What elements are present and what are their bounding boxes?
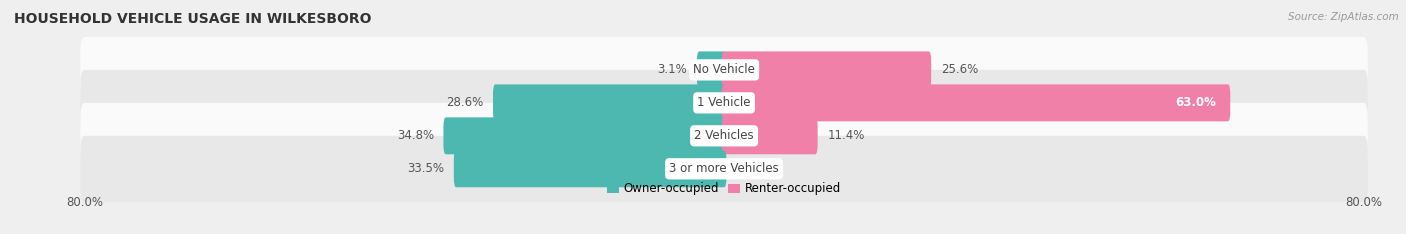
Text: No Vehicle: No Vehicle bbox=[693, 63, 755, 76]
Text: Source: ZipAtlas.com: Source: ZipAtlas.com bbox=[1288, 12, 1399, 22]
FancyBboxPatch shape bbox=[443, 117, 727, 154]
FancyBboxPatch shape bbox=[721, 51, 931, 88]
FancyBboxPatch shape bbox=[494, 84, 727, 121]
Text: 63.0%: 63.0% bbox=[1175, 96, 1216, 109]
FancyBboxPatch shape bbox=[454, 150, 727, 187]
Text: 34.8%: 34.8% bbox=[396, 129, 434, 142]
Legend: Owner-occupied, Renter-occupied: Owner-occupied, Renter-occupied bbox=[605, 180, 844, 197]
FancyBboxPatch shape bbox=[80, 136, 1368, 202]
Text: 33.5%: 33.5% bbox=[408, 162, 444, 175]
Text: 1 Vehicle: 1 Vehicle bbox=[697, 96, 751, 109]
Text: 25.6%: 25.6% bbox=[941, 63, 979, 76]
FancyBboxPatch shape bbox=[721, 84, 1230, 121]
Text: 0.0%: 0.0% bbox=[737, 162, 766, 175]
Text: 2 Vehicles: 2 Vehicles bbox=[695, 129, 754, 142]
FancyBboxPatch shape bbox=[80, 37, 1368, 103]
Text: 3.1%: 3.1% bbox=[658, 63, 688, 76]
Text: 3 or more Vehicles: 3 or more Vehicles bbox=[669, 162, 779, 175]
Text: 11.4%: 11.4% bbox=[827, 129, 865, 142]
FancyBboxPatch shape bbox=[80, 70, 1368, 136]
Text: 28.6%: 28.6% bbox=[446, 96, 484, 109]
FancyBboxPatch shape bbox=[721, 117, 818, 154]
FancyBboxPatch shape bbox=[697, 51, 727, 88]
Text: HOUSEHOLD VEHICLE USAGE IN WILKESBORO: HOUSEHOLD VEHICLE USAGE IN WILKESBORO bbox=[14, 12, 371, 26]
FancyBboxPatch shape bbox=[80, 103, 1368, 169]
